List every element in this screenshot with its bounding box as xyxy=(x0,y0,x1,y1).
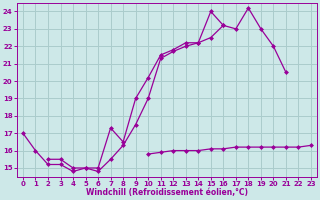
X-axis label: Windchill (Refroidissement éolien,°C): Windchill (Refroidissement éolien,°C) xyxy=(86,188,248,197)
